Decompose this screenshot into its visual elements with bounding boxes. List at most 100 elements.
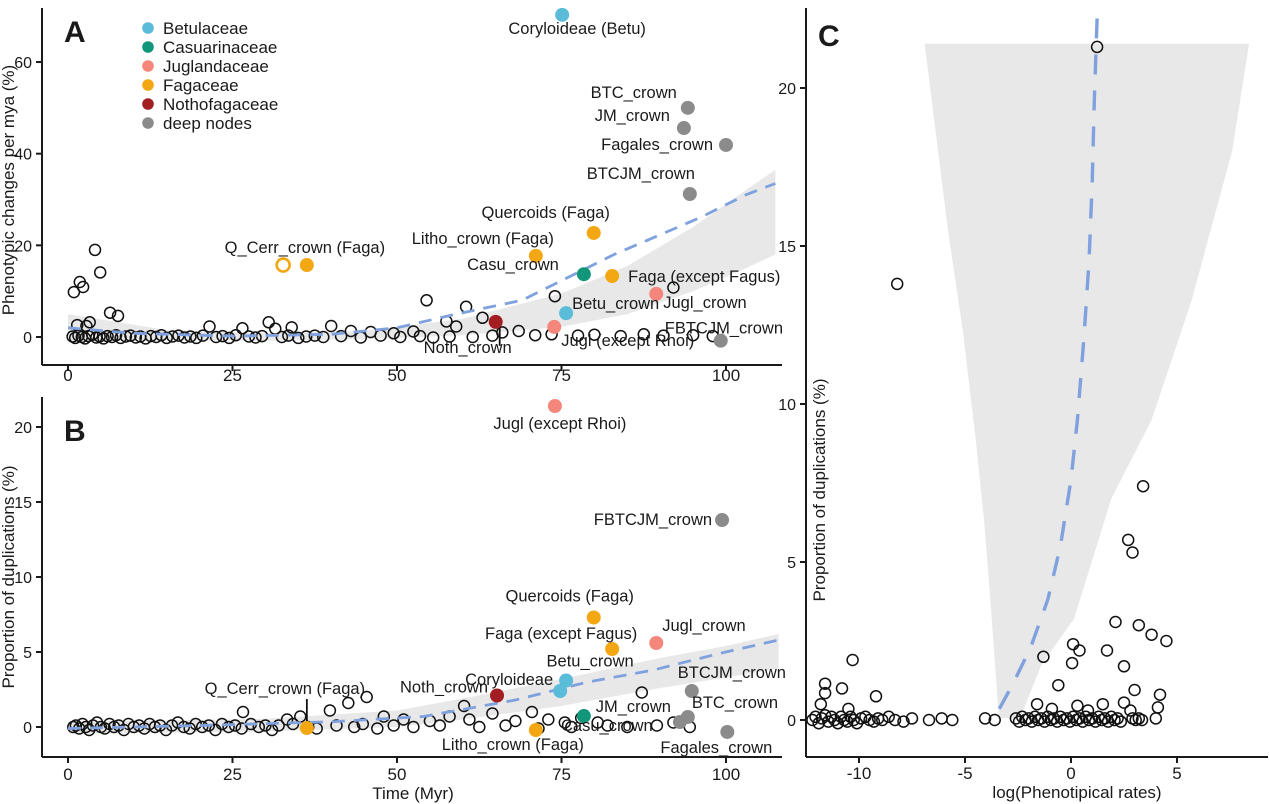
point-label-btc-crown: BTC_crown [591, 84, 677, 102]
open-data-point [1151, 701, 1165, 714]
point-label-btc-crown: BTC_crown [692, 694, 778, 712]
point-litho-crown-faga [528, 723, 543, 737]
open-points-b [67, 686, 697, 737]
open-data-point [203, 320, 216, 333]
open-data-point [1124, 704, 1137, 717]
open-data-point [588, 328, 601, 341]
x-axis-title-c: log(Phenotipical rates) [992, 783, 1161, 802]
axis-tick-label: 0 [787, 713, 796, 730]
confidence-band-a [68, 169, 776, 342]
axis-tick-label: 25 [223, 765, 242, 784]
point-label-fagales-crown: Fagales_crown [601, 136, 713, 154]
open-data-point [222, 720, 235, 734]
open-data-point [528, 328, 542, 342]
trend-line-a [67, 182, 776, 338]
legend-label-deep-nodes: deep nodes [163, 114, 252, 133]
legend-label-casuarinaceae: Casuarinaceae [163, 38, 277, 57]
axis-tick-label: 50 [388, 366, 407, 385]
open-data-point [195, 720, 209, 734]
open-data-point [93, 266, 107, 279]
axis-tick-label: 75 [552, 366, 571, 385]
open-data-point [897, 715, 910, 728]
open-data-point [160, 331, 173, 345]
open-data-point [457, 699, 471, 713]
axis-tick-label: 75 [552, 765, 571, 784]
axis-tick-label: 0 [1066, 764, 1075, 783]
point-label-coryloideae: Coryloideae [465, 671, 553, 689]
open-data-point [259, 719, 272, 732]
legend-label-nothofagaceae: Nothofagaceae [163, 95, 278, 114]
point-label-jm-crown: JM_crown [596, 698, 671, 716]
point-label-fbtcjm-crown: FBTCJM_crown [665, 320, 783, 338]
axis-tick-label: 0 [23, 720, 32, 737]
open-data-point [443, 330, 456, 343]
open-data-point [101, 329, 114, 343]
point-label-jugl-crown: Jugl_crown [663, 294, 746, 312]
open-data-point [184, 330, 197, 343]
open-data-point [835, 682, 849, 695]
open-data-point [828, 713, 841, 727]
open-data-point [387, 719, 400, 732]
open-data-point [1085, 712, 1099, 725]
open-data-point [935, 712, 948, 725]
open-data-point [1111, 712, 1124, 725]
open-data-point [1100, 644, 1114, 657]
legend-label-fagaceae: Fagaceae [163, 76, 239, 95]
point-label-betu-crown: Betu_crown [547, 653, 634, 671]
point-label-quercoids-faga: Quercoids (Faga) [506, 588, 634, 606]
point-noth-crown [488, 314, 503, 329]
open-data-point [1035, 712, 1048, 725]
open-data-point [486, 329, 499, 342]
open-data-point [888, 713, 902, 727]
open-data-point [111, 309, 125, 323]
open-data-point [1096, 697, 1110, 711]
legend-label-juglandaceae: Juglandaceae [163, 57, 269, 76]
open-data-point [525, 705, 539, 719]
open-data-point [825, 710, 838, 724]
open-data-point [83, 316, 96, 329]
open-data-point [1098, 712, 1112, 725]
open-data-point [317, 330, 330, 344]
open-data-point [1060, 712, 1074, 725]
point-fbtcjm-crown [715, 513, 730, 527]
open-data-point [334, 329, 348, 343]
open-data-point [1066, 637, 1080, 651]
open-data-point [814, 697, 828, 711]
open-data-point [637, 328, 651, 341]
y-axis-title-a: Phenotypic changes per mya (%) [0, 65, 18, 315]
open-data-point [407, 720, 420, 734]
open-data-point [565, 720, 578, 734]
axis-tick-label: 20 [14, 238, 32, 255]
open-data-point [124, 329, 137, 342]
open-data-point [667, 281, 680, 294]
open-data-point [272, 719, 285, 732]
open-data-point [809, 710, 822, 724]
open-data-point [657, 329, 670, 342]
open-data-point [818, 686, 832, 700]
point-label-fagales-crown: Fagales_crown [660, 739, 772, 757]
point-label-jugl-crown: Jugl_crown [662, 617, 745, 635]
point-btcjm-crown [682, 187, 697, 202]
open-data-point [512, 324, 525, 338]
legend-swatch-fagaceae [142, 79, 154, 91]
legend-swatch-deep-nodes [142, 117, 154, 129]
axis-tick-label: 5 [1172, 764, 1181, 783]
open-data-point [486, 707, 499, 720]
y-axis-title-b: Proportion of duplications (%) [0, 465, 18, 688]
point-fagales-crown [719, 137, 733, 152]
point-fagales-crown [720, 724, 735, 739]
axis-tick-label: 5 [23, 645, 32, 662]
point-q-cerr-crown-faga [299, 258, 314, 273]
open-data-point [189, 717, 202, 731]
open-data-point [119, 330, 133, 343]
axis-tick-label: 100 [712, 765, 740, 784]
open-data-point [103, 306, 117, 319]
open-data-point [413, 329, 427, 343]
axis-tick-label: 25 [223, 366, 242, 385]
legend: BetulaceaeCasuarinaceaeJuglandaceaeFagac… [142, 19, 278, 133]
legend-swatch-casuarinaceae [142, 41, 154, 53]
panel-a: 0 20 40 60 0 25 50 75 100 Coryloideae (Betu) BTC_c… [0, 7, 783, 385]
point-label-fbtcjm-crown: FBTCJM_crown [594, 511, 712, 529]
open-data-point [1153, 688, 1167, 701]
